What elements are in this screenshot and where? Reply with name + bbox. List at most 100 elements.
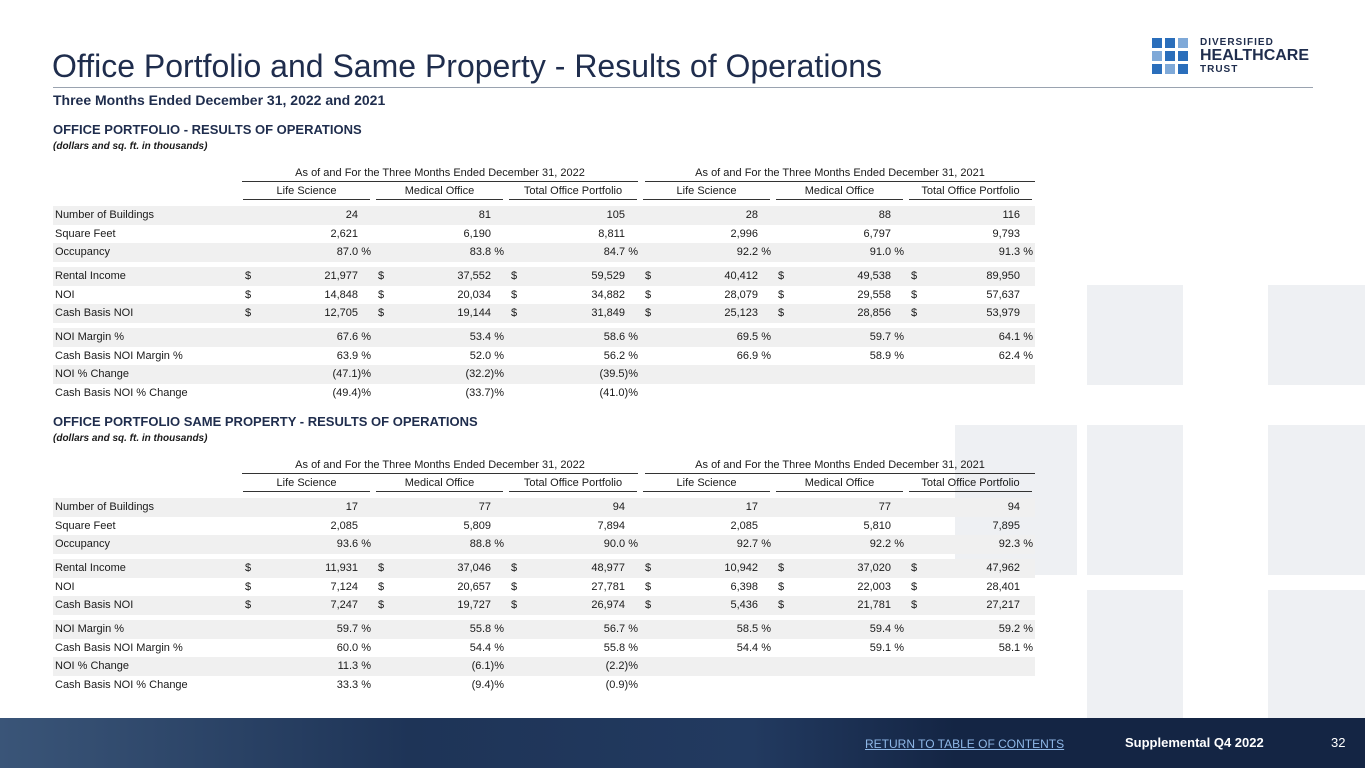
row-shade — [53, 657, 1035, 676]
cell: 54.4 % — [736, 641, 771, 654]
cell: (49.4)% — [332, 386, 371, 399]
row-label: Cash Basis NOI — [55, 599, 134, 611]
row-shade — [53, 498, 1035, 517]
cell: 5,809 — [463, 519, 491, 532]
currency: $ — [245, 599, 252, 611]
period-header: As of and For the Three Months Ended Dec… — [242, 166, 638, 182]
cell: 11.3 % — [337, 660, 371, 672]
cell: 77 — [478, 501, 491, 513]
cell: 92.3 % — [998, 538, 1033, 550]
cell: 55.8 % — [469, 623, 504, 635]
currency: $ — [778, 562, 785, 574]
currency: $ — [645, 580, 652, 593]
cell: 57,637 — [986, 288, 1020, 301]
cell: 7,124 — [330, 580, 358, 593]
row-label: Cash Basis NOI Margin % — [55, 641, 183, 654]
row-label: NOI — [55, 288, 75, 301]
toc-link[interactable]: RETURN TO TABLE OF CONTENTS — [865, 737, 1065, 751]
row-label: Cash Basis NOI % Change — [55, 678, 188, 691]
cell: 6,398 — [730, 580, 758, 593]
logo-text: HEALTHCARE — [1200, 47, 1310, 64]
currency: $ — [645, 562, 652, 574]
cell: 81 — [478, 209, 491, 221]
row-shade — [53, 365, 1035, 384]
currency: $ — [245, 307, 252, 319]
currency: $ — [778, 270, 785, 282]
title: Office Portfolio and Same Property - Res… — [52, 48, 883, 84]
cell: 33.3 % — [336, 678, 371, 691]
cell: 12,705 — [324, 307, 358, 319]
section-title: OFFICE PORTFOLIO - RESULTS OF OPERATIONS — [53, 122, 362, 137]
bg-block — [1268, 425, 1365, 575]
cell: 55.8 % — [603, 641, 638, 654]
logo-text: TRUST — [1200, 64, 1239, 75]
cell: 63.9 % — [336, 349, 371, 362]
row-label: Rental Income — [55, 562, 126, 574]
currency: $ — [511, 599, 518, 611]
cell: 91.3 % — [998, 246, 1033, 258]
cell: 19,144 — [457, 307, 491, 319]
cell: 27,217 — [986, 599, 1020, 611]
cell: 88.8 % — [469, 538, 504, 550]
currency: $ — [911, 599, 918, 611]
cell: 87.0 % — [336, 246, 371, 258]
cell: 53.4 % — [469, 331, 504, 343]
currency: $ — [911, 307, 918, 319]
cell: 83.8 % — [469, 246, 504, 258]
cell: 27,781 — [591, 580, 625, 593]
column-header: Total Office Portfolio — [909, 184, 1032, 200]
cell: 59.7 % — [869, 331, 904, 343]
cell: 25,123 — [724, 307, 758, 319]
cell: 52.0 % — [469, 349, 504, 362]
subtitle: Three Months Ended December 31, 2022 and… — [53, 92, 386, 108]
cell: 19,727 — [457, 599, 491, 611]
cell: (6.1)% — [471, 660, 504, 672]
cell: (32.2)% — [465, 368, 504, 380]
cell: 58.6 % — [603, 331, 638, 343]
cell: 59.7 % — [336, 623, 371, 635]
cell: 90.0 % — [603, 538, 638, 550]
cell: (0.9)% — [605, 678, 638, 691]
cell: 7,895 — [992, 519, 1020, 532]
cell: 17 — [345, 501, 358, 513]
currency: $ — [911, 562, 918, 574]
currency: $ — [911, 288, 918, 301]
cell: 5,436 — [730, 599, 758, 611]
currency: $ — [378, 580, 385, 593]
column-header: Total Office Portfolio — [509, 184, 637, 200]
row-shade — [53, 328, 1035, 347]
cell: 29,558 — [857, 288, 891, 301]
cell: 28,079 — [724, 288, 758, 301]
currency: $ — [645, 307, 652, 319]
row-label: Cash Basis NOI — [55, 307, 134, 319]
cell: 66.9 % — [736, 349, 771, 362]
cell: 7,247 — [330, 599, 358, 611]
column-header: Total Office Portfolio — [909, 476, 1032, 492]
row-label: Occupancy — [55, 538, 111, 550]
currency: $ — [645, 270, 652, 282]
cell: 59,529 — [591, 270, 625, 282]
section-note: (dollars and sq. ft. in thousands) — [53, 141, 208, 152]
currency: $ — [245, 562, 252, 574]
cell: 59.1 % — [869, 641, 904, 654]
cell: 54.4 % — [469, 641, 504, 654]
section-title: OFFICE PORTFOLIO SAME PROPERTY - RESULTS… — [53, 414, 478, 429]
currency: $ — [245, 288, 252, 301]
cell: 37,020 — [857, 562, 891, 574]
row-shade — [53, 243, 1035, 262]
row-shade — [53, 535, 1035, 554]
bg-block — [1268, 590, 1365, 718]
cell: 91.0 % — [869, 246, 904, 258]
cell: 26,974 — [591, 599, 625, 611]
cell: 7,894 — [597, 519, 625, 532]
column-header: Medical Office — [776, 476, 903, 492]
row-label: Cash Basis NOI Margin % — [55, 349, 183, 362]
cell: 116 — [1002, 209, 1020, 221]
cell: 28,856 — [857, 307, 891, 319]
row-label: Number of Buildings — [55, 501, 155, 513]
cell: 92.2 % — [869, 538, 904, 550]
row-label: NOI % Change — [55, 660, 129, 672]
footer-bar — [0, 718, 1365, 768]
logo-text: DIVERSIFIED — [1200, 37, 1274, 48]
row-label: Cash Basis NOI % Change — [55, 386, 188, 399]
